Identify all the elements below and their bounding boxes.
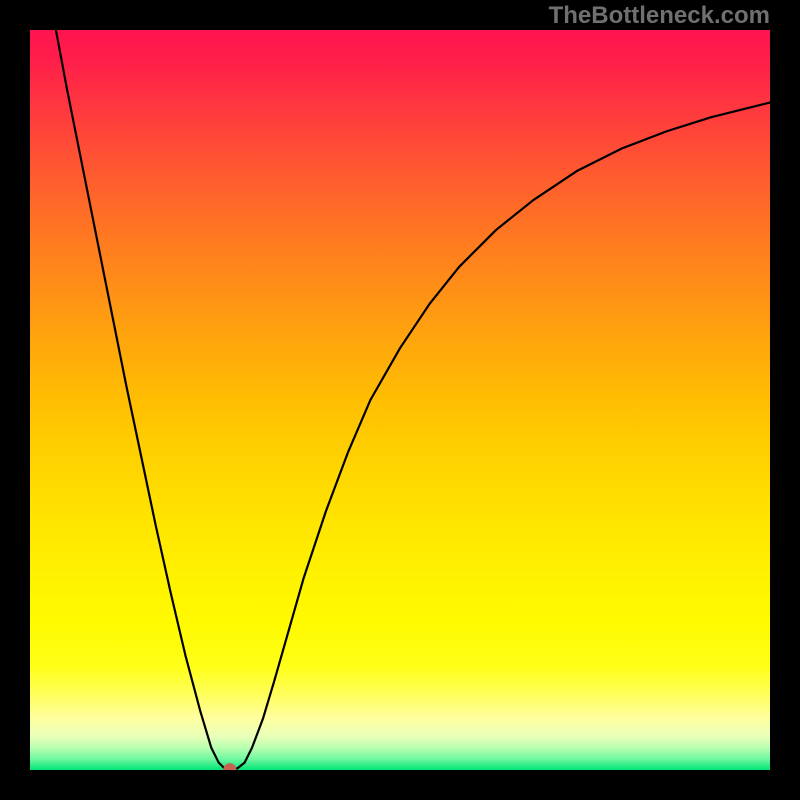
chart-container: TheBottleneck.com xyxy=(0,0,800,800)
gradient-background xyxy=(30,30,770,770)
watermark-text: TheBottleneck.com xyxy=(549,2,770,30)
plot-area xyxy=(30,30,770,770)
